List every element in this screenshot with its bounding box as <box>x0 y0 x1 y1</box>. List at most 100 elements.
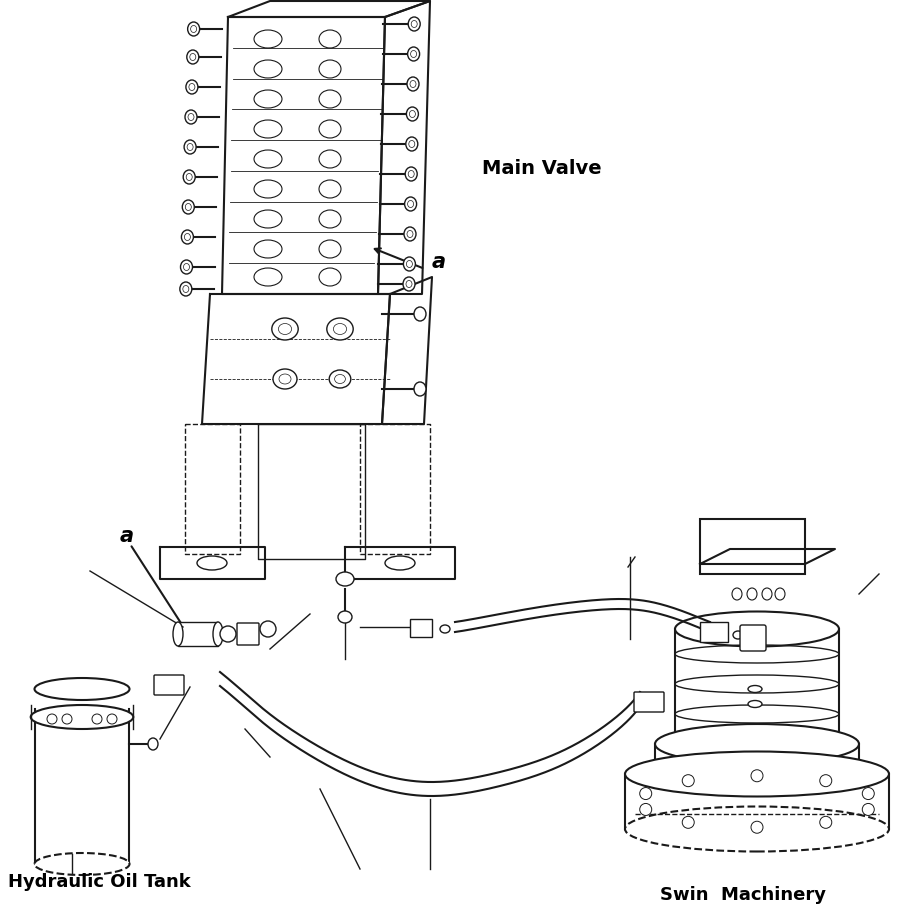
Ellipse shape <box>748 700 762 708</box>
Ellipse shape <box>185 111 197 125</box>
Polygon shape <box>258 425 365 560</box>
Ellipse shape <box>405 138 418 152</box>
Text: Swin  Machinery: Swin Machinery <box>660 885 826 903</box>
Ellipse shape <box>254 121 282 139</box>
Ellipse shape <box>407 201 414 209</box>
Ellipse shape <box>408 18 420 32</box>
Circle shape <box>640 788 651 800</box>
Ellipse shape <box>184 265 189 271</box>
Ellipse shape <box>184 141 196 154</box>
Ellipse shape <box>181 231 194 244</box>
FancyBboxPatch shape <box>154 675 184 696</box>
Ellipse shape <box>34 678 130 700</box>
Circle shape <box>640 803 651 815</box>
Ellipse shape <box>183 286 189 293</box>
Ellipse shape <box>336 573 354 586</box>
Ellipse shape <box>183 171 196 185</box>
Text: a: a <box>120 526 134 545</box>
Ellipse shape <box>414 308 426 322</box>
Ellipse shape <box>409 111 415 119</box>
Circle shape <box>220 627 236 642</box>
Ellipse shape <box>733 631 743 640</box>
Ellipse shape <box>34 853 130 875</box>
Bar <box>35 709 130 864</box>
Ellipse shape <box>319 91 341 108</box>
Ellipse shape <box>675 612 839 647</box>
Ellipse shape <box>406 281 412 289</box>
Ellipse shape <box>182 200 195 215</box>
Text: Main Valve: Main Valve <box>482 158 602 177</box>
Text: Hydraulic Oil Tank: Hydraulic Oil Tank <box>8 872 191 890</box>
Ellipse shape <box>411 21 417 28</box>
Ellipse shape <box>148 738 158 750</box>
Ellipse shape <box>186 81 198 95</box>
Ellipse shape <box>385 556 415 571</box>
Ellipse shape <box>747 588 757 600</box>
Ellipse shape <box>273 369 297 390</box>
Circle shape <box>682 816 695 828</box>
Circle shape <box>92 714 102 724</box>
Ellipse shape <box>407 48 420 62</box>
Circle shape <box>751 822 763 834</box>
Ellipse shape <box>213 622 223 646</box>
Ellipse shape <box>180 283 192 297</box>
Circle shape <box>820 775 832 787</box>
Polygon shape <box>160 548 265 579</box>
Ellipse shape <box>334 375 345 384</box>
Ellipse shape <box>407 78 419 92</box>
Ellipse shape <box>180 261 193 275</box>
Ellipse shape <box>440 625 450 633</box>
Ellipse shape <box>188 114 194 121</box>
Circle shape <box>260 621 276 637</box>
FancyBboxPatch shape <box>740 625 766 652</box>
Ellipse shape <box>279 375 291 384</box>
Ellipse shape <box>272 319 298 341</box>
Circle shape <box>862 788 874 800</box>
Ellipse shape <box>338 611 352 623</box>
Ellipse shape <box>187 51 199 65</box>
Ellipse shape <box>254 91 282 108</box>
Circle shape <box>820 816 832 828</box>
Ellipse shape <box>173 622 183 646</box>
Ellipse shape <box>254 61 282 79</box>
Ellipse shape <box>748 686 762 693</box>
Circle shape <box>107 714 117 724</box>
Ellipse shape <box>414 382 426 397</box>
Ellipse shape <box>189 85 195 91</box>
Ellipse shape <box>327 319 353 341</box>
Ellipse shape <box>254 268 282 287</box>
Bar <box>178 622 218 646</box>
Circle shape <box>47 714 57 724</box>
Ellipse shape <box>254 31 282 49</box>
Ellipse shape <box>185 234 190 241</box>
Ellipse shape <box>406 261 413 268</box>
Ellipse shape <box>406 108 418 122</box>
Ellipse shape <box>187 23 200 37</box>
FancyBboxPatch shape <box>634 692 664 712</box>
Ellipse shape <box>408 171 414 178</box>
Ellipse shape <box>187 175 192 181</box>
Ellipse shape <box>254 210 282 229</box>
Ellipse shape <box>319 210 341 229</box>
Bar <box>700 622 728 642</box>
Ellipse shape <box>319 31 341 49</box>
Ellipse shape <box>403 278 415 291</box>
Bar <box>700 519 805 574</box>
Ellipse shape <box>410 82 416 88</box>
Ellipse shape <box>31 705 133 729</box>
Circle shape <box>751 770 763 782</box>
Ellipse shape <box>625 807 889 852</box>
Circle shape <box>682 775 695 787</box>
Text: a: a <box>432 252 446 272</box>
Circle shape <box>62 714 72 724</box>
Ellipse shape <box>254 151 282 169</box>
Ellipse shape <box>411 51 416 59</box>
Ellipse shape <box>405 168 417 182</box>
Polygon shape <box>345 548 455 579</box>
Ellipse shape <box>186 204 191 211</box>
Ellipse shape <box>319 181 341 199</box>
Ellipse shape <box>409 142 414 148</box>
Ellipse shape <box>655 724 859 765</box>
Ellipse shape <box>254 181 282 199</box>
Ellipse shape <box>404 228 416 242</box>
